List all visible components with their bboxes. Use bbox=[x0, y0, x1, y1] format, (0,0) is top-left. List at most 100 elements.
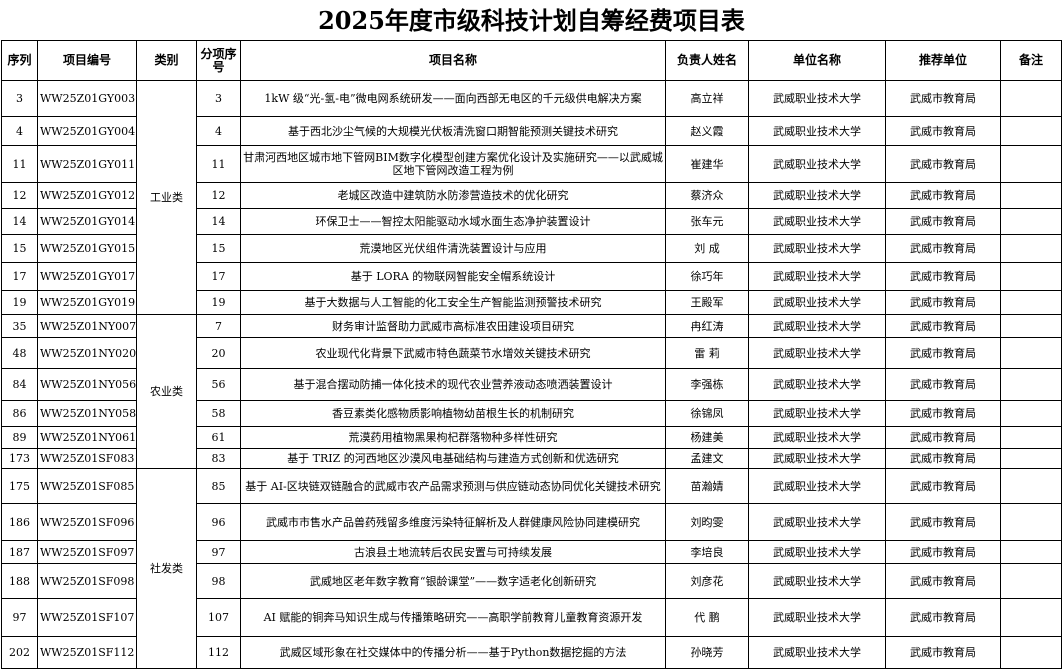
seq-cell: 202 bbox=[1, 636, 38, 669]
leader-cell: 赵义霞 bbox=[665, 116, 749, 146]
recommender-cell: 武威市教育局 bbox=[885, 426, 1001, 449]
leader-cell: 李培良 bbox=[665, 540, 749, 564]
seq-cell: 4 bbox=[1, 116, 38, 146]
leader-cell: 杨建美 bbox=[665, 426, 749, 449]
seq-cell: 97 bbox=[1, 598, 38, 637]
sub-seq-cell: 3 bbox=[196, 80, 241, 117]
project-name-cell: 武威地区老年数字教育“银龄课堂”——数字适老化创新研究 bbox=[240, 563, 666, 599]
header-cell: 备注 bbox=[1000, 40, 1062, 81]
remark-cell bbox=[1000, 262, 1062, 291]
table-row: 175 WW25Z01SF085 社发类 85 基于 AI-区块链双链融合的武威市农产品… bbox=[1, 468, 1062, 669]
recommender-cell: 武威市教育局 bbox=[885, 563, 1001, 599]
table-row: 186 WW25Z01SF096 96 武威市市售水产品兽药残留多维度污染特征解析及人… bbox=[1, 503, 1062, 541]
project-name-cell: 基于混合摆动防捕一体化技术的现代农业营养液动态喷洒装置设计 bbox=[240, 368, 666, 401]
sub-seq-cell: 58 bbox=[196, 400, 241, 427]
project-table: 序列 项目编号 类别 分项序号 项目名称 负责人姓名 单位名称 推荐单位 备注 3 WW25Z01… bbox=[1, 40, 1062, 669]
leader-cell: 徐锦凤 bbox=[665, 400, 749, 427]
unit-cell: 武威职业技术大学 bbox=[748, 182, 886, 209]
title: 2025年度市级科技计划自筹经费项目表 bbox=[318, 6, 745, 35]
unit-cell: 武威职业技术大学 bbox=[748, 503, 886, 541]
table-row: 14 WW25Z01GY014 14 环保卫士——智控太阳能驱动水域水面生态净护装置设… bbox=[1, 208, 1062, 235]
remark-cell bbox=[1000, 636, 1062, 669]
leader-cell: 徐巧年 bbox=[665, 262, 749, 291]
code-cell: WW25Z01SF097 bbox=[37, 540, 137, 564]
unit-cell: 武威职业技术大学 bbox=[748, 314, 886, 338]
remark-cell bbox=[1000, 80, 1062, 117]
seq-cell: 186 bbox=[1, 503, 38, 541]
table-row: 48 WW25Z01NY020 20 农业现代化背景下武威市特色蔬菜节水增效关键技术研… bbox=[1, 337, 1062, 369]
code-cell: WW25Z01GY017 bbox=[37, 262, 137, 291]
seq-cell: 12 bbox=[1, 182, 38, 209]
unit-cell: 武威职业技术大学 bbox=[748, 636, 886, 669]
remark-cell bbox=[1000, 448, 1062, 469]
table-row: 84 WW25Z01NY056 56 基于混合摆动防捕一体化技术的现代农业营养液动态喷… bbox=[1, 368, 1062, 401]
seq-cell: 175 bbox=[1, 468, 38, 504]
recommender-cell: 武威市教育局 bbox=[885, 468, 1001, 504]
unit-cell: 武威职业技术大学 bbox=[748, 145, 886, 183]
recommender-cell: 武威市教育局 bbox=[885, 314, 1001, 338]
unit-cell: 武威职业技术大学 bbox=[748, 368, 886, 401]
sub-seq-cell: 4 bbox=[196, 116, 241, 146]
unit-cell: 武威职业技术大学 bbox=[748, 337, 886, 369]
code-cell: WW25Z01GY004 bbox=[37, 116, 137, 146]
recommender-cell: 武威市教育局 bbox=[885, 145, 1001, 183]
table-row: 17 WW25Z01GY017 17 基于 LORA 的物联网智能安全帽系统设计 徐巧年… bbox=[1, 262, 1062, 291]
seq-cell: 19 bbox=[1, 290, 38, 315]
recommender-cell: 武威市教育局 bbox=[885, 337, 1001, 369]
project-name-cell: 武威市市售水产品兽药残留多维度污染特征解析及人群健康风险协同建模研究 bbox=[240, 503, 666, 541]
seq-cell: 15 bbox=[1, 234, 38, 263]
code-cell: WW25Z01NY020 bbox=[37, 337, 137, 369]
project-name-cell: 基于 LORA 的物联网智能安全帽系统设计 bbox=[240, 262, 666, 291]
project-name-cell: 荒漠地区光伏组件清洗装置设计与应用 bbox=[240, 234, 666, 263]
table-row: 11 WW25Z01GY011 11 甘肃河西地区城市地下管网BIM数字化模型创建方案… bbox=[1, 145, 1062, 183]
sub-seq-cell: 96 bbox=[196, 503, 241, 541]
remark-cell bbox=[1000, 314, 1062, 338]
remark-cell bbox=[1000, 598, 1062, 637]
table-row: 15 WW25Z01GY015 15 荒漠地区光伏组件清洗装置设计与应用刘 成武威职业… bbox=[1, 234, 1062, 263]
remark-cell bbox=[1000, 503, 1062, 541]
table-row: 97 WW25Z01SF107 107 AI 赋能的铜奔马知识生成与传播策略研究——高… bbox=[1, 598, 1062, 637]
table-row: 3 WW25Z01GY003 工业类 3 1kW 级“光-氢-电”微电网系统研发——面向… bbox=[1, 80, 1062, 315]
sub-seq-cell: 19 bbox=[196, 290, 241, 315]
code-cell: WW25Z01NY056 bbox=[37, 368, 137, 401]
remark-cell bbox=[1000, 290, 1062, 315]
project-name-cell: 武威区域形象在社交媒体中的传播分析——基于Python数据挖掘的方法 bbox=[240, 636, 666, 669]
sub-seq-cell: 7 bbox=[196, 314, 241, 338]
code-cell: WW25Z01SF107 bbox=[37, 598, 137, 637]
code-cell: WW25Z01SF098 bbox=[37, 563, 137, 599]
leader-cell: 张车元 bbox=[665, 208, 749, 235]
code-cell: WW25Z01SF096 bbox=[37, 503, 137, 541]
unit-cell: 武威职业技术大学 bbox=[748, 80, 886, 117]
sub-seq-cell: 112 bbox=[196, 636, 241, 669]
seq-cell: 17 bbox=[1, 262, 38, 291]
recommender-cell: 武威市教育局 bbox=[885, 116, 1001, 146]
code-cell: WW25Z01GY003 bbox=[37, 80, 137, 117]
category-cell: 社发类 bbox=[136, 468, 197, 669]
unit-cell: 武威职业技术大学 bbox=[748, 426, 886, 449]
seq-cell: 187 bbox=[1, 540, 38, 564]
project-name-cell: 荒漠药用植物黑果枸杞群落物种多样性研究 bbox=[240, 426, 666, 449]
unit-cell: 武威职业技术大学 bbox=[748, 400, 886, 427]
header-row: 序列 项目编号 类别 分项序号 项目名称 负责人姓名 单位名称 推荐单位 备注 bbox=[1, 40, 1062, 81]
remark-cell bbox=[1000, 426, 1062, 449]
leader-cell: 刘彦花 bbox=[665, 563, 749, 599]
header-cell: 单位名称 bbox=[748, 40, 886, 81]
header-cell: 项目名称 bbox=[240, 40, 666, 81]
table-row: 89 WW25Z01NY061 61 荒漠药用植物黑果枸杞群落物种多样性研究 杨建美 武威… bbox=[1, 426, 1062, 449]
code-cell: WW25Z01NY007 bbox=[37, 314, 137, 338]
code-cell: WW25Z01SF085 bbox=[37, 468, 137, 504]
code-cell: WW25Z01SF083 bbox=[37, 448, 137, 469]
remark-cell bbox=[1000, 563, 1062, 599]
code-cell: WW25Z01NY058 bbox=[37, 400, 137, 427]
unit-cell: 武威职业技术大学 bbox=[748, 563, 886, 599]
code-cell: WW25Z01NY061 bbox=[37, 426, 137, 449]
code-cell: WW25Z01GY014 bbox=[37, 208, 137, 235]
project-name-cell: 基于大数据与人工智能的化工安全生产智能监测预警技术研究 bbox=[240, 290, 666, 315]
sub-seq-cell: 15 bbox=[196, 234, 241, 263]
leader-cell: 蔡济众 bbox=[665, 182, 749, 209]
unit-cell: 武威职业技术大学 bbox=[748, 448, 886, 469]
leader-cell: 李强栋 bbox=[665, 368, 749, 401]
remark-cell bbox=[1000, 182, 1062, 209]
seq-cell: 35 bbox=[1, 314, 38, 338]
